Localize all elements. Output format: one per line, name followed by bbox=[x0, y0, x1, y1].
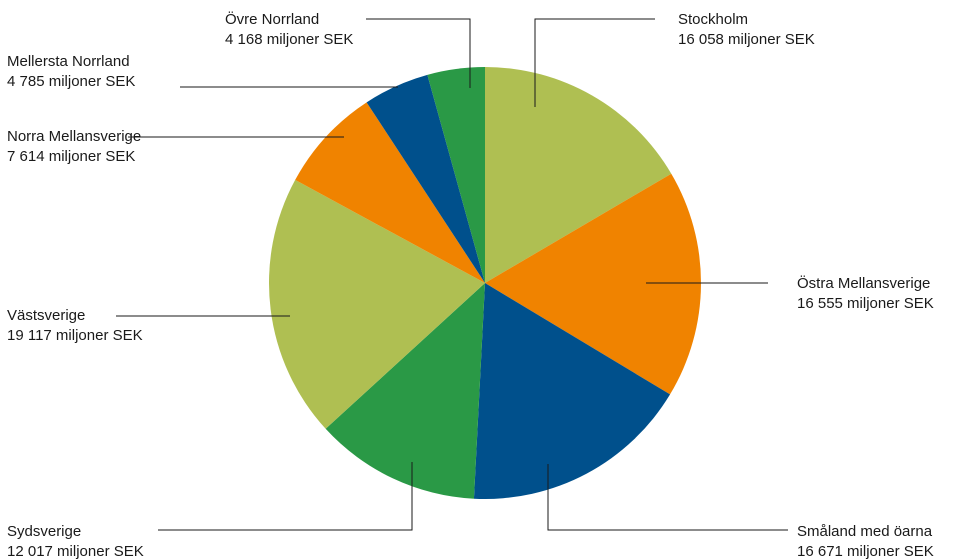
leader-stockholm bbox=[534, 18, 655, 107]
slice-stockholm bbox=[485, 67, 672, 283]
slice-mellersta-norrland bbox=[366, 74, 485, 283]
leader-lines bbox=[116, 18, 788, 531]
label-value-ostra-mellansverige: 16 555 miljoner SEK bbox=[797, 295, 934, 312]
label-name-vastsverige: Västsverige bbox=[7, 307, 85, 324]
label-name-stockholm: Stockholm bbox=[678, 11, 748, 28]
label-name-smaland-med-oarna: Småland med öarna bbox=[797, 523, 933, 540]
slice-ostra-mellansverige bbox=[485, 173, 701, 395]
slice-norra-mellansverige bbox=[295, 102, 485, 283]
pie-slices bbox=[269, 67, 701, 500]
label-name-sydsverige: Sydsverige bbox=[7, 523, 81, 540]
slice-labels: Stockholm 16 058 miljoner SEK Östra Mell… bbox=[7, 10, 934, 559]
label-value-smaland-med-oarna: 16 671 miljoner SEK bbox=[797, 543, 934, 559]
slice-smaland-med-oarna bbox=[473, 283, 671, 500]
slice-vastsverige bbox=[269, 179, 485, 429]
leader-ovre-norrland bbox=[366, 18, 471, 88]
label-value-stockholm: 16 058 miljoner SEK bbox=[678, 31, 815, 48]
label-value-mellersta-norrland: 4 785 miljoner SEK bbox=[7, 73, 135, 90]
label-name-ostra-mellansverige: Östra Mellansverige bbox=[797, 274, 930, 292]
leader-smaland-med-oarna bbox=[547, 464, 788, 531]
leader-sydsverige bbox=[158, 462, 413, 531]
label-name-ovre-norrland: Övre Norrland bbox=[225, 10, 319, 28]
label-value-ovre-norrland: 4 168 miljoner SEK bbox=[225, 31, 353, 48]
label-value-sydsverige: 12 017 miljoner SEK bbox=[7, 543, 144, 559]
label-value-norra-mellansverige: 7 614 miljoner SEK bbox=[7, 148, 135, 165]
label-value-vastsverige: 19 117 miljoner SEK bbox=[7, 327, 143, 344]
slice-sydsverige bbox=[325, 283, 485, 499]
label-name-norra-mellansverige: Norra Mellansverige bbox=[7, 128, 141, 145]
label-name-mellersta-norrland: Mellersta Norrland bbox=[7, 53, 130, 70]
slice-ovre-norrland bbox=[427, 67, 485, 283]
